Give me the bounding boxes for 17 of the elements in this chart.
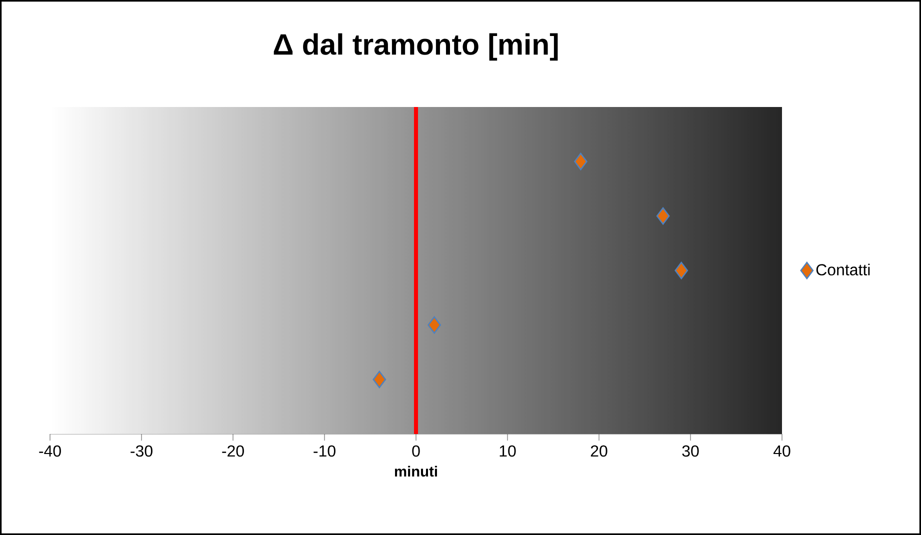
legend-label: Contatti xyxy=(816,264,870,276)
point xyxy=(428,316,441,334)
x-tick-label: -20 xyxy=(222,445,244,457)
x-tick-label: 20 xyxy=(590,445,608,457)
point xyxy=(674,262,688,280)
x-tick-label: 40 xyxy=(773,445,790,457)
x-tick-label: -10 xyxy=(314,445,336,457)
x-tick-label: 0 xyxy=(412,445,420,457)
point xyxy=(656,207,670,225)
x-tick-label: -40 xyxy=(39,445,61,457)
x-axis-title: minuti xyxy=(394,466,437,477)
x-tick-label: -30 xyxy=(130,445,152,457)
point xyxy=(372,370,386,388)
chart-title: Δ dal tramonto [min] xyxy=(274,33,558,61)
point xyxy=(574,152,588,170)
x-tick-label: 10 xyxy=(500,445,516,457)
x-tick-label: 30 xyxy=(682,445,699,457)
